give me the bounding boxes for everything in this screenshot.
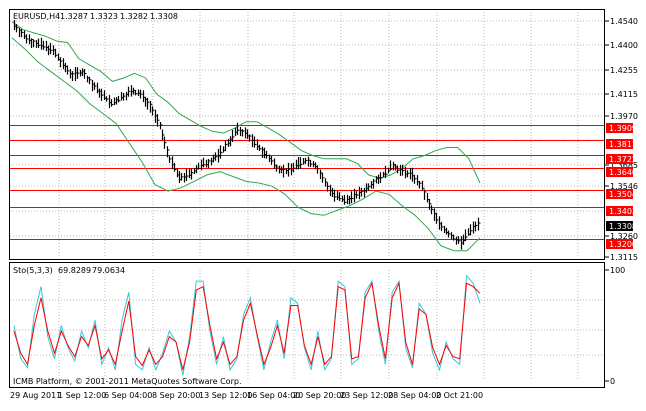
stochastic-lines — [13, 274, 481, 376]
time-tick: 29 Aug 2011 — [10, 391, 61, 400]
copyright-text: ICMB Platform, © 2001-2011 MetaQuotes So… — [13, 377, 242, 386]
stoch-pane-frame — [9, 262, 605, 388]
stoch-signal-value: 79.0634 — [92, 266, 125, 275]
symbol-label: EURUSD,H4 — [13, 12, 60, 21]
time-tick: 1 Sep 12:00 — [58, 391, 106, 400]
time-tick: 8 Sep 20:00 — [152, 391, 200, 400]
level-label: 1.3909 — [609, 124, 637, 133]
level-label-box — [606, 167, 633, 177]
main-pane-frame — [9, 9, 605, 260]
level-label: 1.3200 — [609, 240, 637, 249]
ohlc-bars — [13, 20, 481, 250]
current-price-box — [606, 221, 633, 231]
price-levels — [10, 125, 604, 240]
level-label: 1.3640 — [609, 168, 637, 177]
time-tick: 16 Sep 04:00 — [247, 391, 300, 400]
time-axis: 29 Aug 2011 1 Sep 12:00 6 Sep 04:00 8 Se… — [10, 391, 483, 400]
ohlc-low: 1.3282 — [120, 12, 148, 21]
stoch-main-value: 69.8289 — [58, 266, 91, 275]
time-tick: 13 Sep 12:00 — [199, 391, 252, 400]
level-label-box — [606, 206, 633, 216]
stoch-tick: 100 — [610, 266, 625, 275]
ohlc-close: 1.3308 — [150, 12, 178, 21]
price-tick: 1.4255 — [610, 66, 638, 75]
price-tick: 1.3115 — [610, 253, 638, 262]
level-label-box — [606, 239, 633, 249]
price-tick: 1.3260 — [610, 232, 638, 241]
level-labels: 1.3909 1.3817 1.3722 1.3640 1.3504 1.340… — [606, 123, 637, 249]
price-tick: 1.4115 — [610, 90, 638, 99]
level-label: 1.3722 — [609, 155, 637, 164]
ohlc-open: 1.3287 — [60, 12, 88, 21]
ohlc-high: 1.3323 — [90, 12, 118, 21]
level-label-box — [606, 123, 633, 133]
level-label-box — [606, 139, 633, 149]
level-label: 1.3403 — [609, 207, 637, 216]
price-axis: 1.4540 1.4400 1.4255 1.4115 1.3970 1.368… — [605, 17, 638, 262]
price-tick: 1.3970 — [610, 112, 638, 121]
time-tick: 6 Sep 04:00 — [104, 391, 152, 400]
stoch-tick: 0 — [610, 377, 615, 386]
lower-band-line — [11, 37, 481, 252]
level-label-box — [606, 189, 633, 199]
time-tick: 20 Sep 20:00 — [293, 391, 346, 400]
price-tick: 1.3546 — [610, 182, 638, 191]
price-tick: 1.4400 — [610, 41, 638, 50]
level-label: 1.3817 — [609, 140, 637, 149]
price-tick: 1.3685 — [610, 161, 638, 170]
stoch-signal-line — [13, 281, 481, 371]
time-tick: 2 Oct 21:00 — [436, 391, 483, 400]
stoch-label: Sto(5,3,3) — [13, 266, 53, 275]
price-tick: 1.4540 — [610, 17, 638, 26]
time-tick: 23 Sep 12:00 — [340, 391, 393, 400]
current-price-label: 1.3308 — [609, 222, 637, 231]
level-label-box — [606, 154, 633, 164]
level-label: 1.3504 — [609, 190, 637, 199]
time-tick: 28 Sep 04:00 — [388, 391, 441, 400]
